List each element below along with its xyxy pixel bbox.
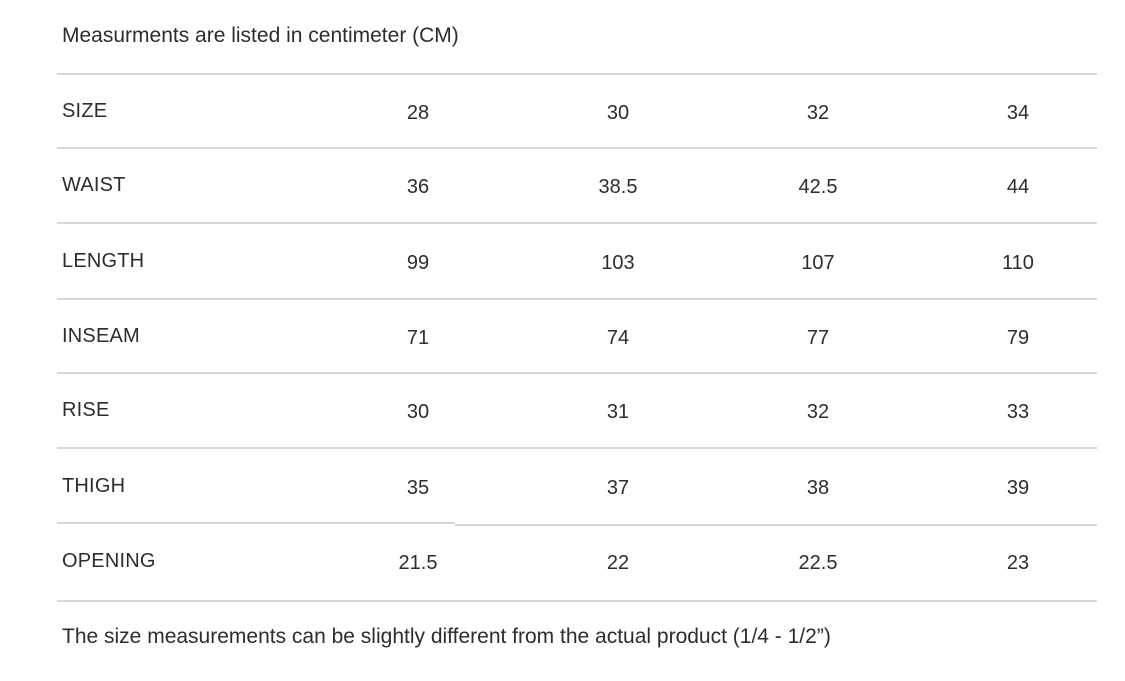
row-label: OPENING [62,550,156,572]
cell-value: 107 [801,251,835,274]
footnote: The size measurements can be slightly di… [62,625,831,648]
row-label: THIGH [62,474,126,497]
page-title: Measurments are listed in centimeter (CM… [62,24,459,47]
cell-value: 44 [1006,176,1030,198]
cell-value: 77 [806,326,830,349]
cell-value: 99 [406,251,430,274]
cell-value: 36 [406,176,430,198]
cell-value: 21.5 [398,552,438,574]
cell-value: 32 [806,101,830,124]
table-row: OPENING 21.5 22 22.5 23 [57,523,1097,600]
row-label: LENGTH [62,249,145,272]
table-row: LENGTH 99 103 107 110 [57,222,1097,298]
cell-value: 30 [606,101,630,124]
cell-value: 103 [601,251,635,274]
cell-value: 23 [1006,552,1030,574]
size-table-rows: SIZE 28 30 32 34 WAIST 36 38.5 42.5 44 L… [57,73,1097,600]
table-row: RISE 30 31 32 33 [57,372,1097,447]
cell-value: 79 [1006,326,1030,349]
cell-value: 22 [606,552,630,574]
cell-value: 32 [806,401,830,423]
cell-value: 31 [606,401,630,423]
table-row: THIGH 35 37 38 39 [57,447,1097,523]
cell-value: 33 [1006,401,1030,423]
row-label: RISE [62,399,110,421]
row-label: WAIST [62,174,126,196]
table-row: WAIST 36 38.5 42.5 44 [57,147,1097,222]
table-row: INSEAM 71 74 77 79 [57,298,1097,372]
cell-value: 38.5 [598,176,638,198]
row-label: SIZE [62,99,108,122]
size-table: SIZE 28 30 32 34 WAIST 36 38.5 42.5 44 L… [57,73,1097,602]
cell-value: 74 [606,326,630,349]
cell-value: 39 [1006,476,1030,499]
cell-value: 38 [806,476,830,499]
cell-value: 28 [406,101,430,124]
cell-value: 35 [406,476,430,499]
cell-value: 34 [1006,101,1030,124]
cell-value: 30 [406,401,430,423]
cell-value: 71 [406,326,430,349]
table-row: SIZE 28 30 32 34 [57,73,1097,147]
row-label: INSEAM [62,324,140,347]
cell-value: 22.5 [798,552,838,574]
cell-value: 110 [1002,251,1034,274]
cell-value: 37 [606,476,630,499]
cell-value: 42.5 [798,176,838,198]
